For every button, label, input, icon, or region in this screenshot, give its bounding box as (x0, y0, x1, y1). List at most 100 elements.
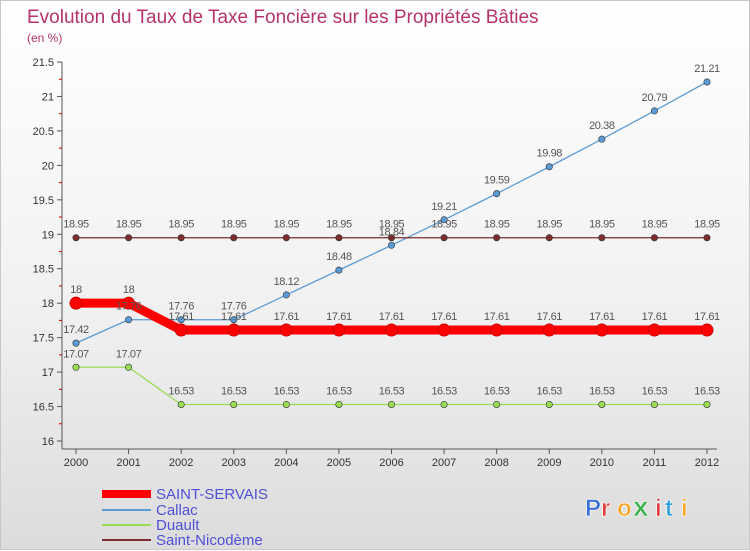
data-point (545, 400, 553, 408)
y-tick-label: 17.5 (33, 333, 54, 345)
y-tick-label: 16.5 (33, 402, 54, 414)
data-label: 16.53 (326, 385, 352, 397)
y-tick-label: 18.5 (33, 264, 54, 276)
data-point (227, 323, 241, 337)
x-tick-label: 2008 (484, 457, 508, 469)
chart-title: Evolution du Taux de Taxe Foncière sur l… (27, 7, 539, 28)
data-label: 18.48 (326, 251, 352, 263)
logo-letter: P (585, 495, 601, 522)
data-label: 18.95 (63, 219, 89, 231)
data-label: 16.53 (694, 385, 720, 397)
data-label: 17.61 (694, 311, 720, 323)
data-point (177, 400, 185, 408)
data-label: 17.61 (431, 311, 457, 323)
data-label: 18.95 (379, 219, 405, 231)
x-tick-label: 2012 (695, 457, 719, 469)
data-label: 17.76 (116, 301, 142, 313)
y-tick-label: 16 (42, 436, 54, 448)
data-label: 18.95 (116, 219, 142, 231)
data-point (700, 323, 714, 337)
data-label: 16.53 (168, 385, 194, 397)
data-point (72, 363, 80, 371)
data-label: 17.07 (63, 348, 89, 360)
data-point (703, 78, 711, 86)
data-label: 17.61 (642, 311, 668, 323)
data-point (493, 190, 501, 198)
data-label: 20.79 (642, 92, 668, 104)
logo-letter: i (655, 495, 662, 522)
data-label: 17.42 (63, 324, 89, 336)
logo-letter: x (633, 491, 649, 522)
data-point (493, 234, 501, 242)
data-label: 18.95 (221, 219, 247, 231)
data-label: 17.76 (168, 301, 194, 313)
data-point (72, 234, 80, 242)
data-label: 17.76 (221, 301, 247, 313)
legend-label: Callac (156, 502, 198, 519)
logo-letter: r (601, 495, 610, 522)
y-tick-label: 21 (42, 91, 54, 103)
data-label: 17.61 (379, 311, 405, 323)
data-label: 18.95 (536, 219, 562, 231)
series-layer (69, 78, 714, 408)
data-point (387, 241, 395, 249)
data-point (282, 234, 290, 242)
logo-letter: i (681, 495, 688, 522)
data-point (595, 323, 609, 337)
data-point (650, 107, 658, 115)
data-point (542, 323, 556, 337)
x-tick-label: 2005 (327, 457, 351, 469)
data-point (440, 216, 448, 224)
data-label: 16.53 (379, 385, 405, 397)
data-point (335, 400, 343, 408)
x-tick-label: 2007 (432, 457, 456, 469)
data-label: 18.95 (694, 219, 720, 231)
logo-letter: o (617, 495, 632, 522)
data-label: 18 (70, 284, 82, 296)
data-label: 16.53 (589, 385, 615, 397)
legend-label: Duault (156, 517, 200, 534)
data-point (335, 234, 343, 242)
data-label: 19.21 (431, 201, 457, 213)
data-point (387, 234, 395, 242)
data-point (282, 400, 290, 408)
x-tick-label: 2003 (222, 457, 246, 469)
data-label: 16.53 (642, 385, 668, 397)
data-label: 18.95 (484, 219, 510, 231)
data-label: 16.53 (536, 385, 562, 397)
data-label: 18 (123, 284, 135, 296)
data-point (650, 234, 658, 242)
x-tick-label: 2006 (379, 457, 403, 469)
y-tick-label: 21.5 (33, 57, 54, 69)
data-point (177, 316, 185, 324)
data-label: 19.59 (484, 175, 510, 187)
legend-label: SAINT-SERVAIS (156, 486, 268, 503)
data-label: 20.38 (589, 120, 615, 132)
data-label: 17.61 (221, 311, 247, 323)
data-point (230, 316, 238, 324)
data-point (545, 163, 553, 171)
x-tick-label: 2011 (643, 457, 667, 469)
data-label: 19.98 (536, 148, 562, 160)
data-point (493, 400, 501, 408)
data-point (647, 323, 661, 337)
legend-label: Saint-Nicodème (156, 532, 263, 549)
data-point (490, 323, 504, 337)
x-tick-label: 2010 (590, 457, 614, 469)
data-label: 17.61 (274, 311, 300, 323)
x-tick-label: 2002 (169, 457, 193, 469)
x-tick-label: 2004 (274, 457, 298, 469)
x-tick-label: 2000 (64, 457, 88, 469)
data-point (282, 291, 290, 299)
data-label: 18.95 (168, 219, 194, 231)
data-label: 18.12 (274, 276, 300, 288)
data-label: 16.53 (274, 385, 300, 397)
data-point (230, 400, 238, 408)
data-point (440, 234, 448, 242)
data-point (650, 400, 658, 408)
data-point (72, 339, 80, 347)
data-label: 18.95 (589, 219, 615, 231)
data-label: 17.61 (589, 311, 615, 323)
